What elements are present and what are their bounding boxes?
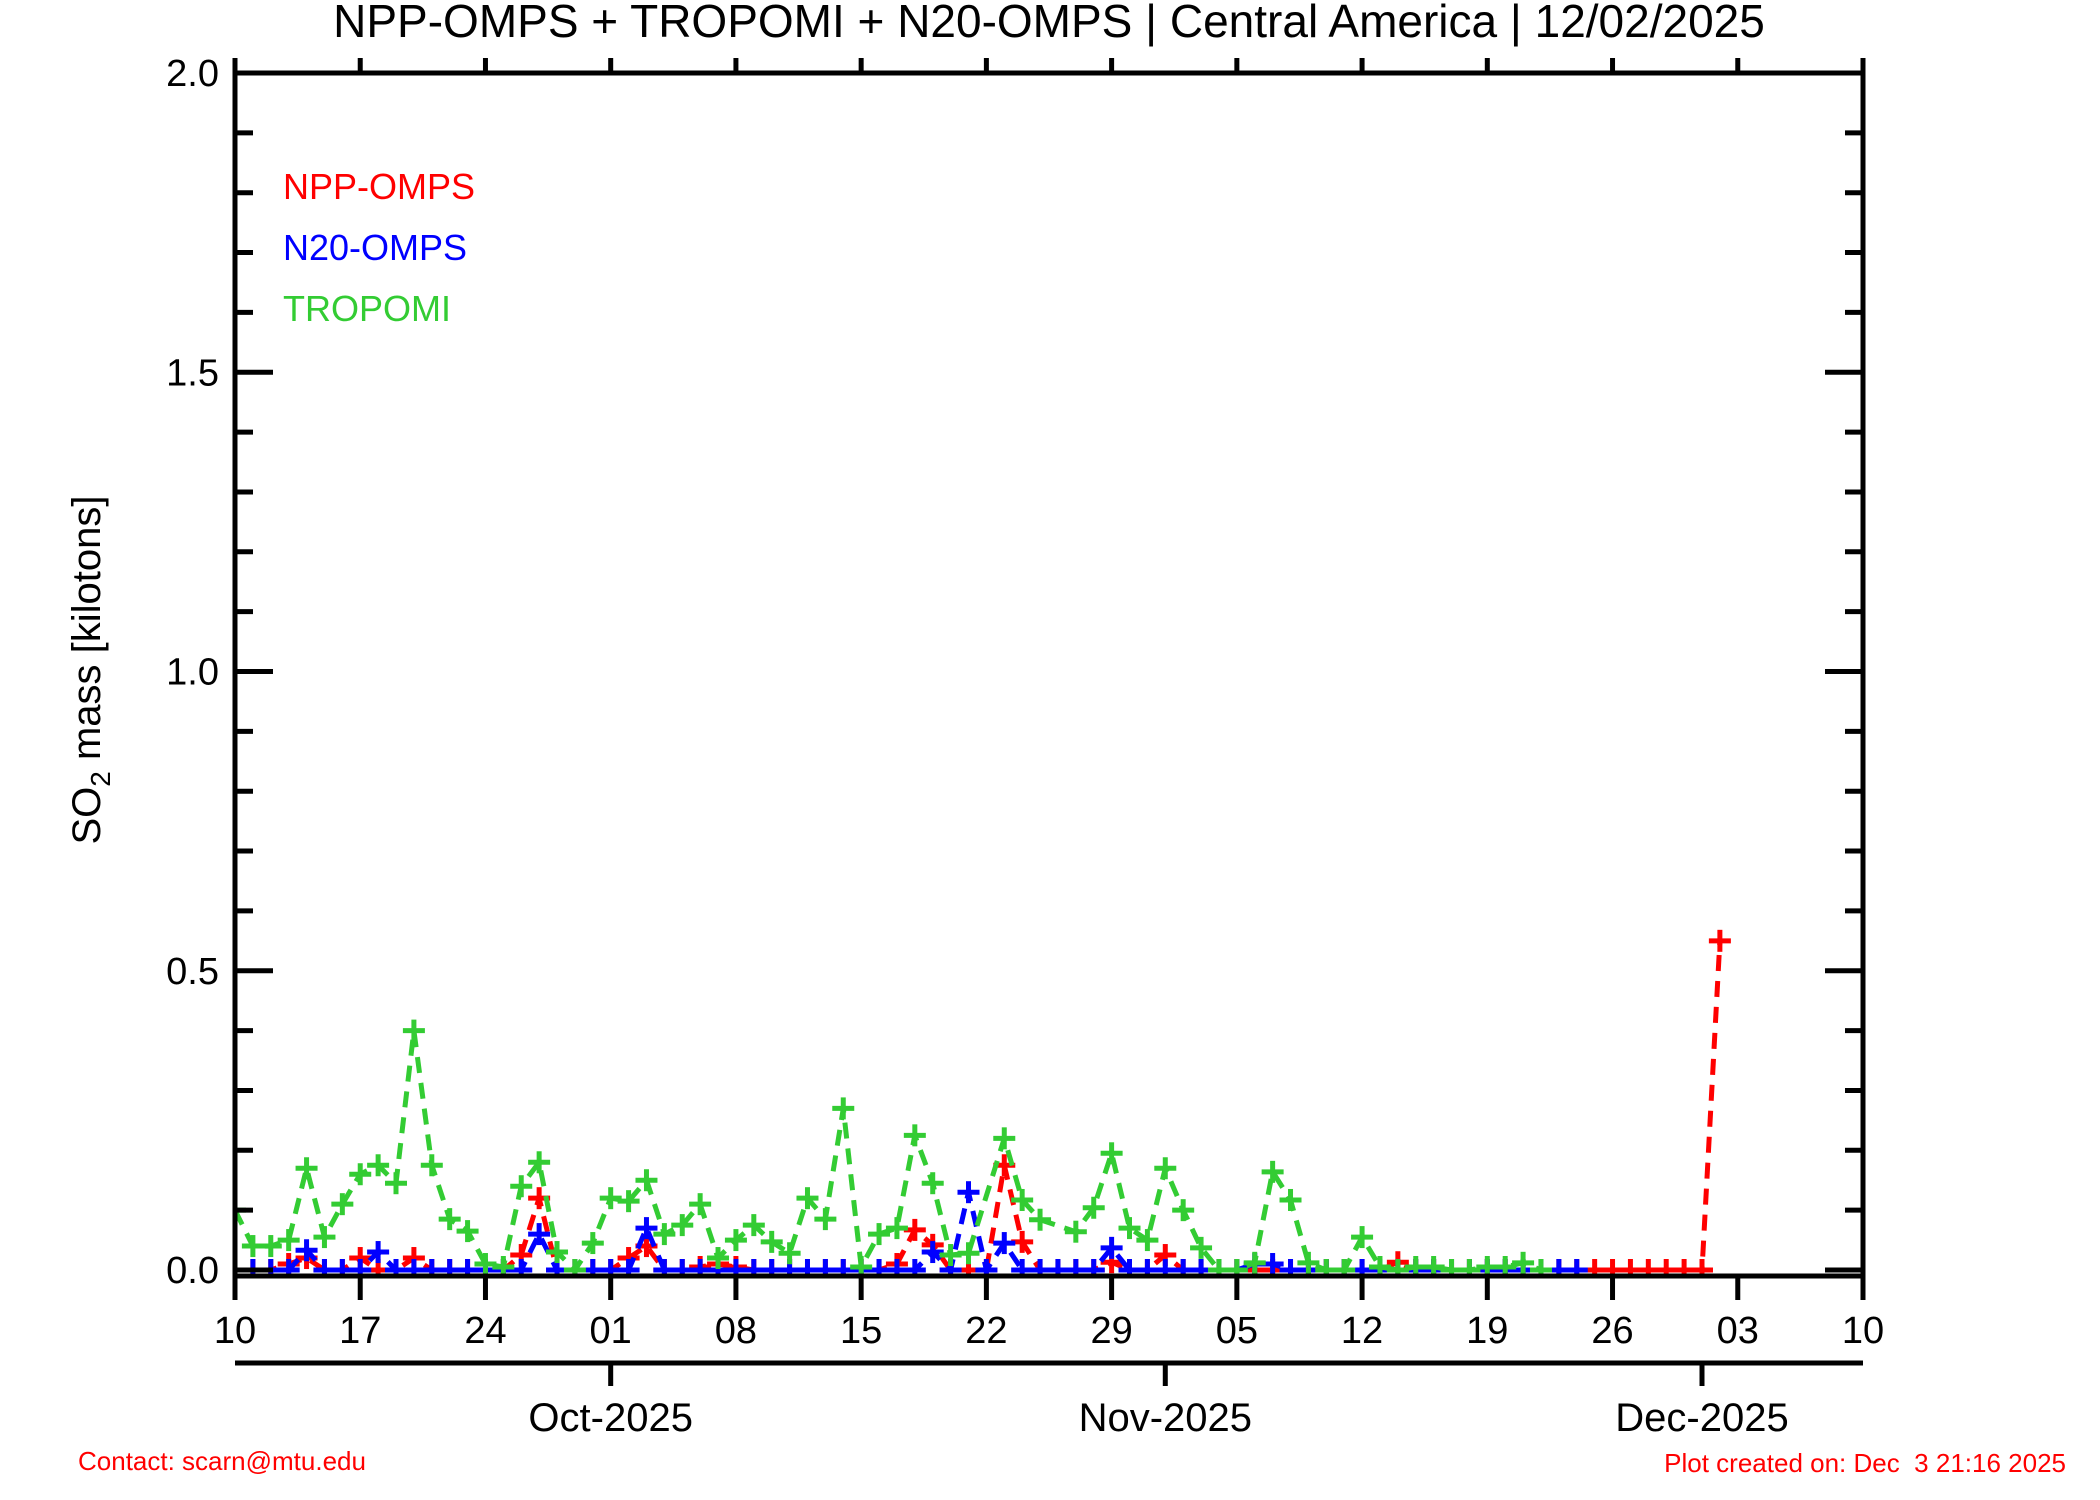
y-tick-label: 2.0	[166, 53, 219, 95]
x-tick-label: 10	[1842, 1310, 1884, 1352]
legend-item-npp-omps: NPP-OMPS	[283, 156, 475, 217]
series-layer	[235, 929, 1731, 1276]
x-tick-label: 12	[1341, 1310, 1383, 1352]
y-axis-title: SO2 mass [kilotons]	[65, 495, 116, 844]
legend-label-npp-omps: NPP-OMPS	[283, 166, 476, 207]
x-tick-label: 26	[1591, 1310, 1633, 1352]
x-tick-label: 05	[1216, 1310, 1258, 1352]
y-tick-label: 1.0	[166, 652, 219, 694]
plot-frame	[232, 70, 1866, 1279]
x-tick-label: 03	[1717, 1310, 1759, 1352]
plot-created-text: Plot created on: Dec 3 21:16 2025	[1664, 1448, 2066, 1478]
legend-label-n20-omps: N20-OMPS	[283, 227, 468, 268]
legend-item-n20-omps: N20-OMPS	[283, 217, 475, 278]
chart-title: NPP-OMPS + TROPOMI + N20-OMPS | Central …	[333, 0, 1765, 47]
series-tropomi	[235, 1019, 1552, 1276]
y-tick-label: 1.5	[166, 352, 219, 394]
y-axis: 0.0 0.5 1.0 1.5 2.0	[166, 53, 1863, 1292]
x-tick-label: 19	[1466, 1310, 1508, 1352]
y-tick-label: 0.5	[166, 951, 219, 993]
legend-label-tropomi: TROPOMI	[283, 288, 451, 329]
month-label: Dec-2025	[1615, 1396, 1788, 1440]
x-tick-label: 08	[715, 1310, 757, 1352]
x-tick-label: 10	[214, 1310, 256, 1352]
month-label: Nov-2025	[1079, 1396, 1252, 1440]
contact-text: Contact: scarn@mtu.edu	[78, 1446, 366, 1476]
x-tick-label: 29	[1090, 1310, 1132, 1352]
legend-item-tropomi: TROPOMI	[283, 278, 475, 339]
x-tick-label: 15	[840, 1310, 882, 1352]
x-tick-label: 24	[464, 1310, 506, 1352]
month-axis: Oct-2025 Nov-2025 Dec-2025	[235, 1360, 1863, 1440]
x-axis: 10 17 24 01 08 15 22 29 05 12 19 26 03 10	[214, 58, 1884, 1352]
month-label: Oct-2025	[528, 1396, 693, 1440]
y-tick-label: 0.0	[166, 1250, 219, 1292]
legend: NPP-OMPS N20-OMPS TROPOMI	[283, 156, 475, 339]
x-tick-label: 01	[590, 1310, 632, 1352]
x-tick-label: 17	[339, 1310, 381, 1352]
x-tick-label: 22	[965, 1310, 1007, 1352]
